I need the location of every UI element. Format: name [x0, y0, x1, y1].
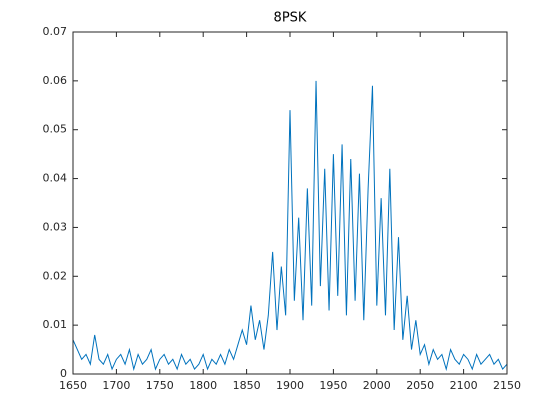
y-tick-label: 0.01: [43, 318, 68, 331]
x-tick-label: 1800: [189, 379, 217, 392]
y-tick-label: 0.05: [43, 123, 68, 136]
axes-box: [72, 31, 508, 375]
x-tick-label: 1850: [233, 379, 261, 392]
y-tick-label: 0.02: [43, 269, 68, 282]
chart-title: 8PSK: [274, 11, 307, 26]
x-tick-label: 1900: [276, 379, 304, 392]
x-tick-label: 2000: [363, 379, 391, 392]
x-tick-label: 2050: [406, 379, 434, 392]
x-tick-label: 1700: [102, 379, 130, 392]
y-tick-label: 0.07: [43, 25, 68, 38]
x-tick-label: 2100: [450, 379, 478, 392]
y-tick-label: 0: [60, 367, 67, 380]
x-tick-label: 2150: [493, 379, 521, 392]
y-tick-label: 0.04: [43, 172, 68, 185]
x-tick-label: 1750: [146, 379, 174, 392]
line-series: [72, 80, 508, 372]
x-tick-label: 1950: [319, 379, 347, 392]
y-tick-label: 0.06: [43, 74, 68, 87]
x-tick-label: 1650: [59, 379, 87, 392]
y-tick-label: 0.03: [43, 220, 68, 233]
